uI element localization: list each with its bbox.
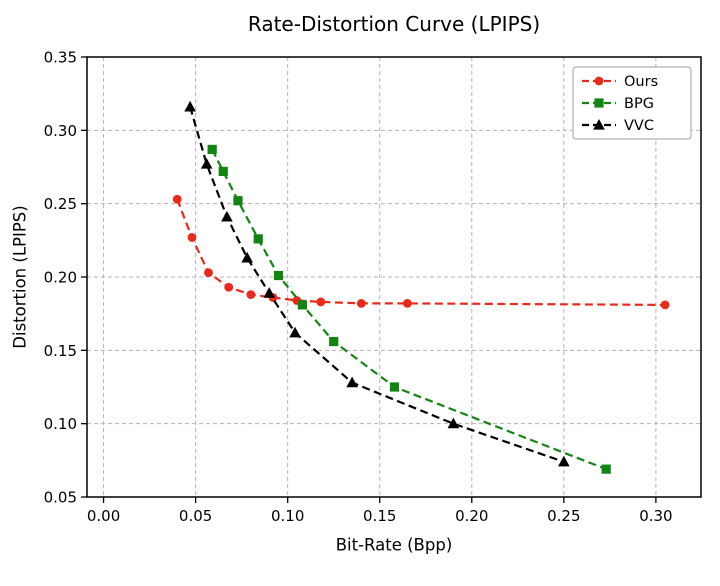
x-tick-label: 0.05 — [179, 507, 212, 525]
legend-item-vvc: VVC — [582, 118, 654, 134]
legend-label: Ours — [624, 74, 658, 90]
series-ours — [172, 194, 670, 310]
x-tick-label: 0.00 — [87, 507, 120, 525]
y-ticks: 0.05 0.10 0.15 0.20 0.25 0.30 0.35 — [44, 49, 87, 507]
x-axis-label: Bit-Rate (Bpp) — [335, 535, 453, 555]
legend-item-ours: Ours — [582, 74, 658, 90]
y-tick-label: 0.25 — [44, 195, 77, 213]
x-tick-label: 0.25 — [547, 507, 580, 525]
y-tick-label: 0.05 — [44, 489, 77, 507]
series-vvc — [184, 100, 570, 467]
x-tick-label: 0.15 — [363, 507, 396, 525]
y-tick-label: 0.10 — [44, 415, 77, 433]
x-tick-label: 0.20 — [455, 507, 488, 525]
legend-box — [572, 66, 692, 140]
x-ticks: 0.00 0.05 0.10 0.15 0.20 0.25 0.30 — [87, 497, 673, 525]
series-bpg — [207, 144, 611, 474]
legend-item-bpg: BPG — [582, 96, 654, 112]
x-tick-label: 0.30 — [639, 507, 672, 525]
legend: Ours BPG VVC — [572, 66, 692, 140]
y-tick-label: 0.20 — [44, 269, 77, 287]
y-tick-label: 0.35 — [44, 49, 77, 67]
legend-label: BPG — [624, 96, 654, 112]
legend-label: VVC — [624, 118, 654, 134]
chart-title: Rate-Distortion Curve (LPIPS) — [247, 12, 541, 36]
y-tick-label: 0.30 — [44, 122, 77, 140]
y-tick-label: 0.15 — [44, 342, 77, 360]
x-tick-label: 0.10 — [271, 507, 304, 525]
y-axis-label: Distortion (LPIPS) — [10, 205, 30, 349]
